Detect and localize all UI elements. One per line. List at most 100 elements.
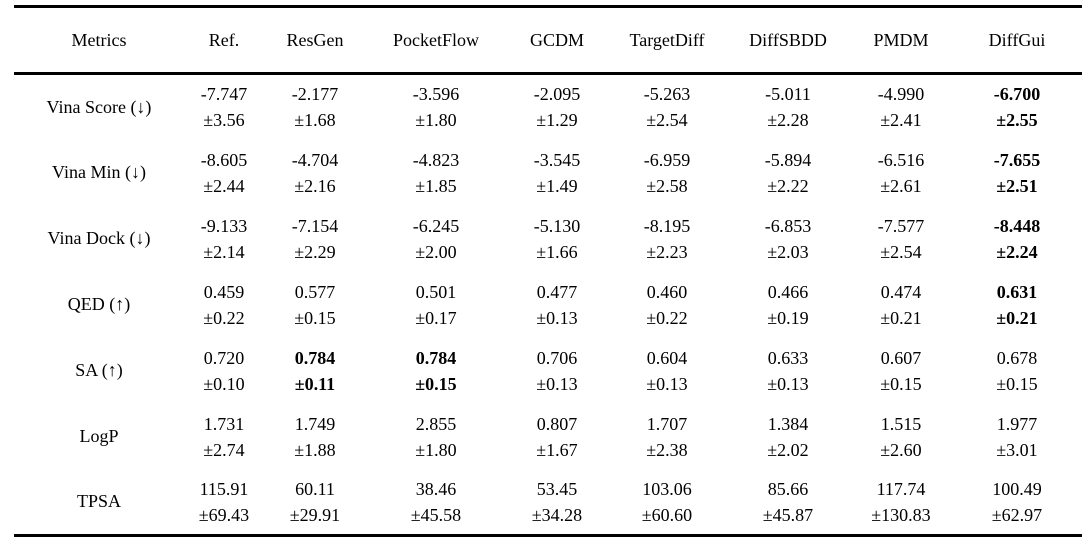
cell-std: ±2.38 [646, 439, 688, 460]
cell-value: 1.707 [646, 413, 688, 434]
cell-std: ±45.58 [410, 504, 462, 525]
table-row: Vina Dock (↓) -9.133 ±2.14 -7.154 ±2.29 -6.24… [14, 206, 1082, 272]
table-row: TPSA 115.91 ±69.43 60.11 ±29.91 38.46 ±45.58 53… [14, 470, 1082, 536]
cell-value: -6.245 [412, 215, 460, 236]
cell-value: -7.747 [200, 84, 248, 105]
cell-value: 1.749 [294, 413, 336, 434]
cell-value: -5.130 [533, 215, 581, 236]
cell-value: -8.448 [993, 215, 1041, 236]
cell-value: -7.655 [993, 149, 1041, 170]
cell-value: -8.605 [200, 149, 248, 170]
cell-value: 1.731 [203, 413, 245, 434]
data-cell: -8.448 ±2.24 [952, 206, 1082, 272]
cell-std: ±2.14 [203, 241, 245, 262]
data-cell: 0.633 ±0.13 [726, 338, 850, 404]
metrics-table: Metrics Ref. ResGen PocketFlow GCDM TargetDif… [14, 5, 1082, 537]
data-cell: 0.784 ±0.15 [366, 338, 506, 404]
cell-std: ±2.03 [767, 241, 809, 262]
cell-std: ±3.01 [996, 439, 1038, 460]
data-cell: 85.66 ±45.87 [726, 470, 850, 536]
cell-value: -4.990 [877, 84, 925, 105]
cell-value: -9.133 [200, 215, 248, 236]
cell-value: 1.384 [767, 413, 809, 434]
cell-value: 53.45 [536, 478, 578, 499]
data-cell: -6.853 ±2.03 [726, 206, 850, 272]
metric-label: LogP [79, 426, 119, 446]
data-cell: 100.49 ±62.97 [952, 470, 1082, 536]
column-header-targetdiff: TargetDiff [608, 6, 726, 75]
cell-value: 0.459 [203, 281, 245, 302]
data-cell: -6.245 ±2.00 [366, 206, 506, 272]
data-cell: -3.545 ±1.49 [506, 140, 608, 206]
cell-std: ±3.56 [203, 110, 245, 131]
cell-value: 103.06 [642, 478, 692, 499]
cell-std: ±0.19 [767, 307, 809, 328]
column-header-metrics: Metrics [14, 6, 184, 75]
cell-value: -7.577 [877, 215, 925, 236]
cell-value: -7.154 [291, 215, 339, 236]
data-cell: 117.74 ±130.83 [850, 470, 952, 536]
data-cell: 0.631 ±0.21 [952, 272, 1082, 338]
cell-value: -5.894 [764, 149, 812, 170]
data-cell: 0.720 ±0.10 [184, 338, 264, 404]
data-cell: -4.823 ±1.85 [366, 140, 506, 206]
cell-value: 2.855 [415, 413, 457, 434]
cell-std: ±0.13 [646, 373, 688, 394]
cell-std: ±0.17 [415, 307, 457, 328]
data-cell: -5.011 ±2.28 [726, 74, 850, 140]
cell-std: ±60.60 [641, 504, 693, 525]
column-header-pmdm: PMDM [850, 6, 952, 75]
metric-label: SA (↑) [75, 360, 123, 380]
data-cell: 0.477 ±0.13 [506, 272, 608, 338]
cell-value: -6.516 [877, 149, 925, 170]
data-cell: 1.977 ±3.01 [952, 404, 1082, 470]
cell-value: 0.678 [996, 347, 1038, 368]
table-row: QED (↑) 0.459 ±0.22 0.577 ±0.15 0.501 ±0.17 0.4… [14, 272, 1082, 338]
cell-std: ±1.66 [536, 241, 578, 262]
cell-std: ±2.16 [294, 175, 336, 196]
table-row: Vina Min (↓) -8.605 ±2.44 -4.704 ±2.16 -4.823… [14, 140, 1082, 206]
data-cell: -4.704 ±2.16 [264, 140, 366, 206]
cell-std: ±0.22 [646, 307, 688, 328]
cell-value: 0.784 [294, 347, 336, 368]
cell-std: ±1.85 [415, 175, 457, 196]
cell-std: ±2.00 [415, 241, 457, 262]
data-cell: -7.747 ±3.56 [184, 74, 264, 140]
data-cell: -2.095 ±1.29 [506, 74, 608, 140]
cell-std: ±2.02 [767, 439, 809, 460]
data-cell: -6.700 ±2.55 [952, 74, 1082, 140]
data-cell: -8.195 ±2.23 [608, 206, 726, 272]
metric-label: TPSA [76, 491, 121, 512]
cell-std: ±2.55 [996, 110, 1038, 131]
cell-value: -3.596 [412, 84, 460, 105]
cell-value: -5.263 [643, 84, 691, 105]
metric-label: Vina Score (↓) [46, 96, 152, 117]
column-header-diffgui: DiffGui [952, 6, 1082, 75]
cell-value: 0.460 [646, 281, 688, 302]
cell-std: ±34.28 [531, 504, 583, 525]
cell-std: ±0.13 [536, 373, 578, 394]
data-cell: -4.990 ±2.41 [850, 74, 952, 140]
data-cell: -5.263 ±2.54 [608, 74, 726, 140]
data-cell: 0.474 ±0.21 [850, 272, 952, 338]
cell-value: -6.853 [764, 215, 812, 236]
data-cell: -7.154 ±2.29 [264, 206, 366, 272]
column-header-ref: Ref. [184, 6, 264, 75]
cell-std: ±1.80 [415, 439, 457, 460]
cell-std: ±2.74 [203, 439, 245, 460]
cell-std: ±0.21 [996, 307, 1038, 328]
data-cell: 0.706 ±0.13 [506, 338, 608, 404]
cell-std: ±2.28 [767, 110, 809, 131]
data-cell: -7.655 ±2.51 [952, 140, 1082, 206]
data-cell: -7.577 ±2.54 [850, 206, 952, 272]
data-cell: 0.604 ±0.13 [608, 338, 726, 404]
cell-value: 117.74 [876, 478, 926, 499]
cell-std: ±0.13 [767, 373, 809, 394]
data-cell: 2.855 ±1.80 [366, 404, 506, 470]
data-cell: 38.46 ±45.58 [366, 470, 506, 536]
data-cell: 1.515 ±2.60 [850, 404, 952, 470]
cell-std: ±2.23 [646, 241, 688, 262]
cell-value: -6.700 [993, 84, 1041, 105]
cell-std: ±1.88 [294, 439, 336, 460]
data-cell: 1.384 ±2.02 [726, 404, 850, 470]
